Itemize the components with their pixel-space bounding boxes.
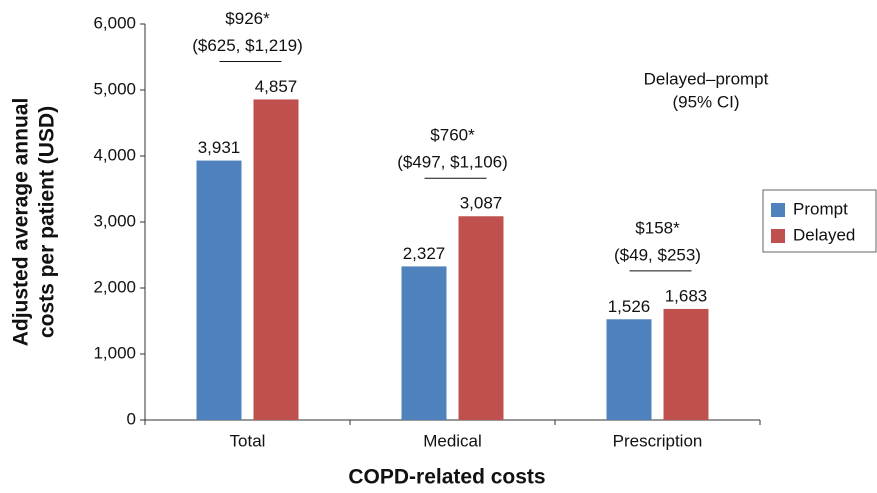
x-tick-label: Medical [423, 431, 482, 450]
legend-label: Prompt [793, 199, 848, 218]
value-label: 1,526 [608, 297, 651, 316]
y-tick-label: 4,000 [93, 145, 136, 164]
y-axis-label: Adjusted average annual [10, 98, 33, 347]
annotation-difference: $158* [635, 218, 680, 237]
value-label: 3,087 [460, 194, 503, 213]
y-tick-label: 5,000 [93, 79, 136, 98]
y-tick-label: 6,000 [93, 13, 136, 32]
note: (95% CI) [672, 92, 739, 111]
y-tick-label: 0 [127, 409, 136, 428]
value-label: 2,327 [403, 244, 446, 263]
x-tick-label: Prescription [613, 431, 703, 450]
y-axis-label: costs per patient (USD) [36, 106, 59, 338]
annotation-difference: $760* [430, 126, 475, 145]
y-tick-label: 1,000 [93, 343, 136, 362]
value-label: 4,857 [255, 77, 298, 96]
bar [663, 308, 709, 420]
y-tick-label: 3,000 [93, 211, 136, 230]
bar [196, 160, 242, 420]
annotation-ci: ($49, $253) [614, 245, 701, 264]
x-tick-label: Total [230, 431, 266, 450]
annotation-difference: $926* [225, 9, 270, 28]
legend-label: Delayed [793, 225, 855, 244]
note: Delayed–prompt [644, 69, 769, 88]
bar [458, 216, 504, 420]
annotation-ci: ($625, $1,219) [192, 36, 303, 55]
y-tick-label: 2,000 [93, 277, 136, 296]
bar [606, 319, 652, 420]
legend-swatch [771, 203, 785, 217]
value-label: 3,931 [198, 138, 241, 157]
annotation-ci: ($497, $1,106) [397, 153, 508, 172]
legend-swatch [771, 229, 785, 243]
value-label: 1,683 [665, 286, 708, 305]
bar [401, 266, 447, 420]
bar [253, 99, 299, 421]
x-axis-label: COPD-related costs [348, 466, 545, 489]
